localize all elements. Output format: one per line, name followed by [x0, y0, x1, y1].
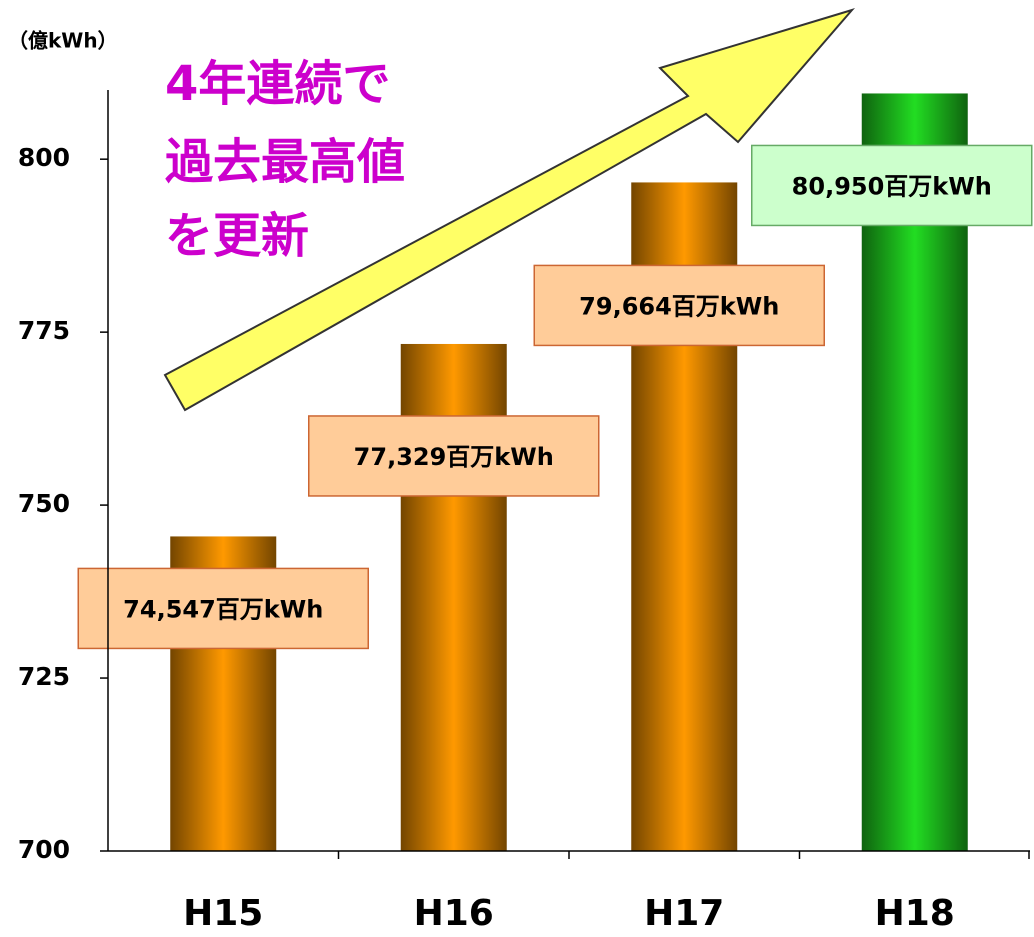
- y-tick-label: 775: [18, 316, 70, 345]
- annotation-line: を更新: [165, 208, 309, 264]
- x-tick-label: H15: [183, 893, 263, 934]
- trend-arrow: [163, 8, 856, 412]
- value-label: 74,547百万kWh: [123, 595, 323, 623]
- value-label-box: [77, 567, 369, 650]
- x-tick-label: H17: [644, 893, 724, 934]
- value-label: 77,329百万kWh: [354, 443, 554, 471]
- y-tick-label: 700: [18, 835, 70, 864]
- annotation-line: 過去最高値: [165, 134, 405, 190]
- x-tick-label: H16: [414, 893, 494, 934]
- value-label-box: [308, 415, 600, 497]
- y-tick-label: 750: [18, 489, 70, 518]
- annotation-line: 4年連続で: [165, 56, 390, 112]
- value-label-box: [533, 264, 825, 347]
- y-tick-label: 800: [18, 143, 70, 172]
- value-label: 80,950百万kWh: [792, 172, 992, 200]
- value-label: 79,664百万kWh: [579, 292, 779, 320]
- x-tick-label: H18: [875, 893, 955, 934]
- y-axis-label: （億kWh）: [8, 29, 118, 53]
- value-label-box: [751, 144, 1033, 227]
- y-tick-label: 725: [18, 662, 70, 691]
